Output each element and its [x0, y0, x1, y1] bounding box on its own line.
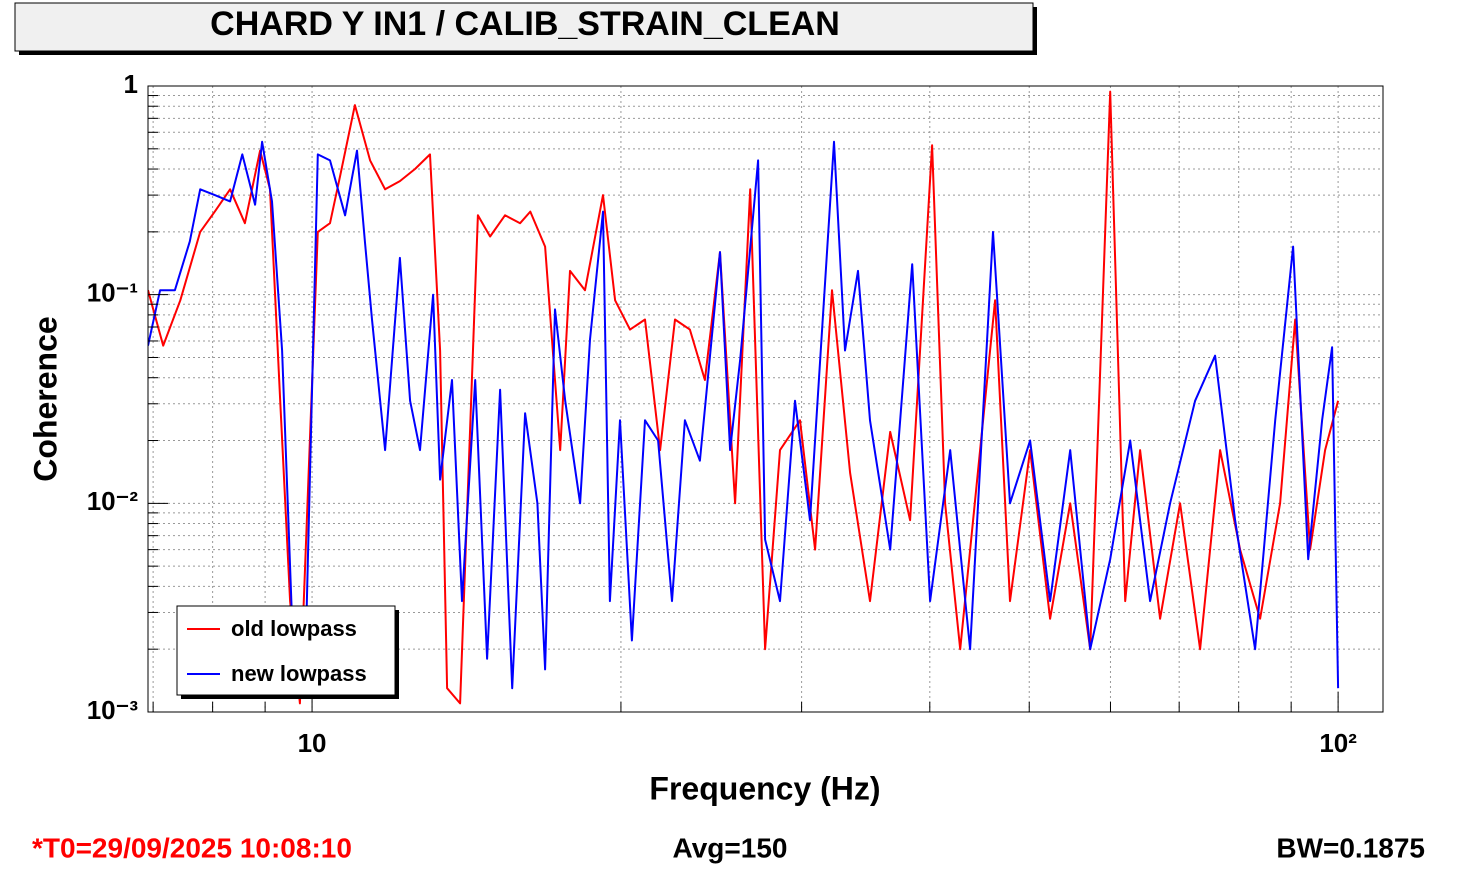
y-tick-label: 10⁻²	[87, 486, 139, 516]
x-tick-label: 10	[298, 728, 327, 758]
footer-bw: BW=0.1875	[1276, 832, 1425, 863]
x-axis-label: Frequency (Hz)	[649, 770, 880, 806]
y-axis-label: Coherence	[27, 316, 63, 481]
series-line	[148, 90, 1340, 705]
y-tick-label: 10⁻³	[87, 695, 139, 725]
legend-label: old lowpass	[231, 616, 357, 641]
x-tick-label: 10²	[1319, 728, 1357, 758]
legend: old lowpass new lowpass	[176, 605, 399, 699]
legend-label: new lowpass	[231, 661, 367, 686]
footer-t0: *T0=29/09/2025 10:08:10	[32, 832, 352, 863]
ticks: 10 10² 10⁻³ 10⁻² 10⁻¹ 1	[87, 69, 1358, 758]
plot-series	[148, 90, 1340, 705]
footer-avg: Avg=150	[673, 832, 788, 863]
title-box	[14, 2, 1034, 52]
y-tick-label: 10⁻¹	[87, 278, 138, 308]
legend-box	[176, 605, 396, 696]
chart-title: CHARD Y IN1 / CALIB_STRAIN_CLEAN	[210, 5, 840, 43]
plot-frame	[147, 85, 1384, 713]
series-line	[148, 140, 1340, 690]
y-tick-label: 1	[124, 69, 138, 99]
